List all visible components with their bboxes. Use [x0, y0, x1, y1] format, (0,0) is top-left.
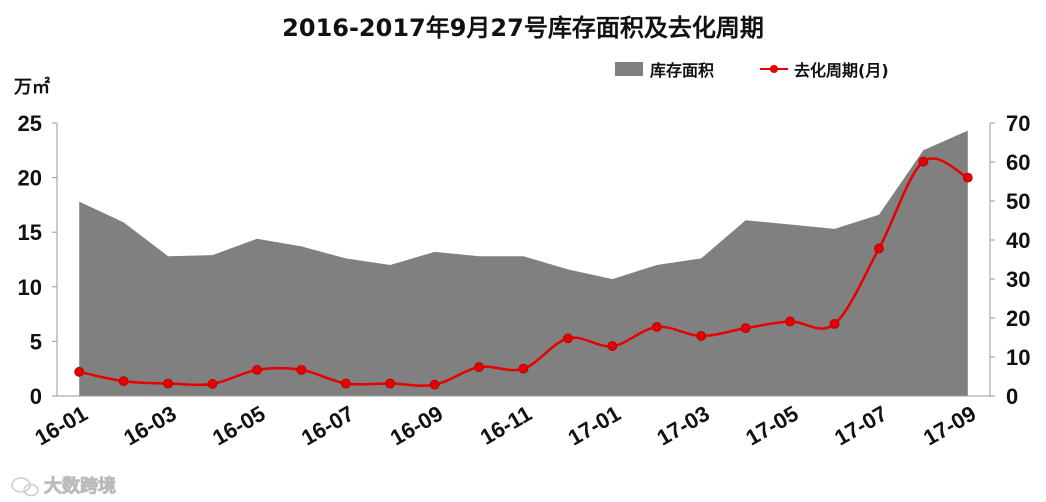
line-point	[385, 378, 396, 389]
line-point	[785, 316, 795, 327]
line-point	[962, 172, 973, 183]
x-tick-label: 16-11	[476, 401, 536, 450]
x-tick-label: 17-09	[919, 401, 980, 451]
line-point	[429, 379, 440, 390]
line-point	[651, 322, 662, 332]
y-right-tick-label: 0	[1006, 384, 1018, 409]
y-left-tick-label: 0	[30, 384, 42, 409]
line-point	[518, 363, 529, 374]
line-point	[340, 378, 351, 389]
line-point	[874, 243, 884, 254]
legend-swatch-marker	[770, 65, 778, 73]
line-point	[74, 366, 85, 377]
line-point	[474, 362, 484, 373]
line-point	[607, 341, 618, 351]
y-left-tick-label: 5	[30, 329, 42, 354]
line-point	[207, 379, 218, 389]
y-right-tick-label: 10	[1006, 345, 1030, 370]
x-tick-label: 16-05	[208, 401, 269, 451]
x-tick-label: 17-03	[652, 401, 713, 451]
wechat-icon	[11, 477, 39, 497]
legend: 库存面积 去化周期(月)	[615, 61, 889, 80]
x-tick-label: 17-07	[830, 401, 891, 451]
y-right-tick-label: 40	[1006, 228, 1030, 253]
y-left-tick-label: 15	[18, 220, 42, 245]
y-right-tick-label: 20	[1006, 306, 1030, 331]
x-tick-label: 17-05	[741, 401, 802, 451]
line-point	[563, 333, 573, 344]
y-right-tick-label: 50	[1006, 189, 1030, 214]
line-point	[918, 156, 929, 167]
line-point	[740, 323, 751, 334]
area-series-stock	[79, 130, 968, 397]
line-point	[252, 364, 262, 375]
y-left-tick-label: 25	[18, 111, 42, 136]
line-point	[696, 331, 707, 341]
x-tick-label: 16-09	[386, 401, 447, 451]
x-tick-label: 17-01	[564, 401, 625, 451]
line-point	[118, 376, 129, 387]
x-tick-label: 16-03	[119, 401, 180, 451]
watermark-text: 大数跨境	[44, 475, 116, 497]
legend-label-line: 去化周期(月)	[794, 61, 889, 80]
x-tick-label: 16-07	[297, 401, 358, 451]
watermark: 大数跨境	[11, 475, 116, 497]
line-point	[829, 318, 840, 329]
line-point	[163, 378, 173, 389]
y-left-tick-label: 10	[18, 275, 42, 300]
line-point	[296, 364, 307, 375]
y-left-tick-label: 20	[18, 166, 42, 191]
legend-swatch-area	[615, 62, 643, 76]
y-right-tick-label: 60	[1006, 150, 1030, 175]
legend-label-area: 库存面积	[650, 61, 714, 80]
y-right-tick-label: 70	[1006, 111, 1030, 136]
y-right-tick-label: 30	[1006, 267, 1030, 292]
chart-title: 2016-2017年9月27号库存面积及去化周期	[282, 14, 764, 42]
y-left-unit: 万㎡	[13, 76, 50, 98]
